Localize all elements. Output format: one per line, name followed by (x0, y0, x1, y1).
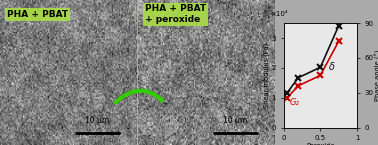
Text: PHA + PBAT
+ peroxide: PHA + PBAT + peroxide (145, 4, 206, 24)
Y-axis label: Phase angle (°): Phase angle (°) (375, 50, 378, 101)
Text: 10 μm: 10 μm (85, 116, 109, 125)
Text: PHA + PBAT: PHA + PBAT (7, 10, 68, 19)
FancyArrowPatch shape (115, 91, 162, 103)
Text: ×10⁴: ×10⁴ (270, 11, 288, 17)
Text: 10 μm: 10 μm (223, 116, 247, 125)
Text: δ: δ (329, 62, 335, 72)
X-axis label: Peroxide
concentration (wt%): Peroxide concentration (wt%) (287, 143, 354, 145)
Text: G₂: G₂ (290, 98, 299, 107)
Y-axis label: Shear modulus (Pa): Shear modulus (Pa) (263, 43, 270, 108)
